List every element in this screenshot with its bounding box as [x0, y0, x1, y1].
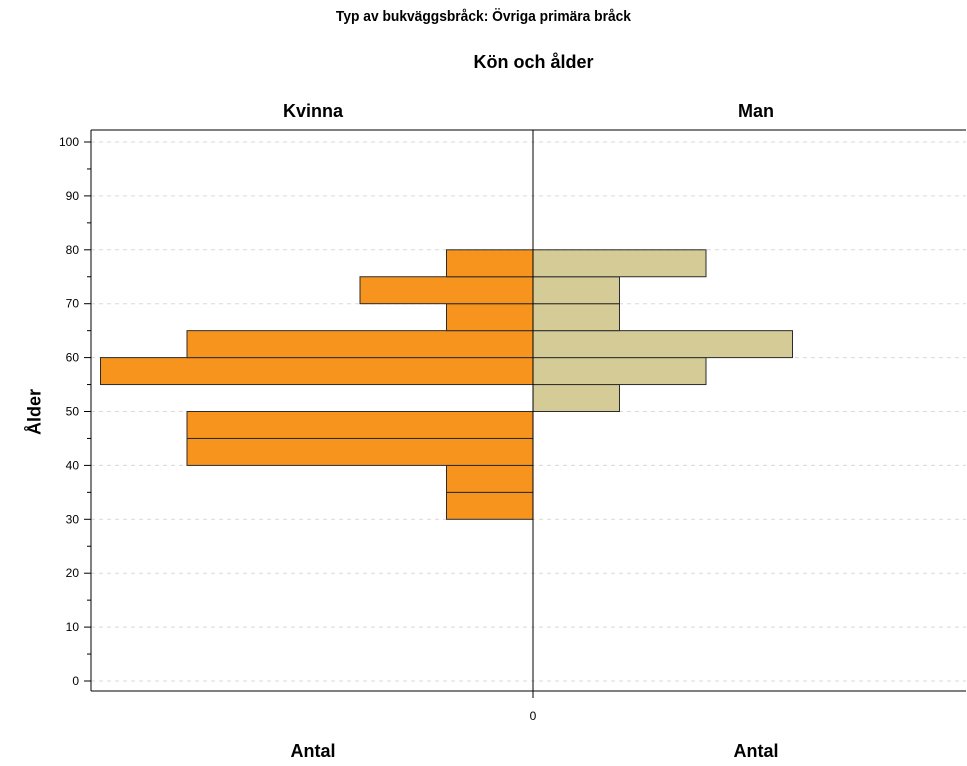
y-tick-label-80: 80 — [66, 243, 80, 257]
panel-label-kvinna: Kvinna — [282, 101, 343, 121]
bar-man-60-65 — [532, 330, 793, 359]
bar-kvinna-65-70 — [446, 303, 534, 332]
bar-kvinna-55-60 — [100, 357, 534, 386]
bar-kvinna-70-75 — [359, 276, 534, 305]
bar-man-65-70 — [532, 303, 620, 332]
chart-title: Typ av bukväggsbråck: Övriga primära brå… — [335, 8, 631, 25]
y-tick-label-50: 50 — [66, 405, 80, 419]
bar-man-75-80 — [532, 249, 707, 278]
y-tick-label-60: 60 — [66, 351, 80, 365]
y-tick-label-0: 0 — [72, 674, 79, 688]
bar-man-55-60 — [532, 357, 707, 386]
y-tick-label-20: 20 — [66, 566, 80, 580]
axis-layer: 0 0 10 20 30 40 50 60 70 80 90 100 — [59, 129, 966, 723]
x-axis-label-left: Antal — [290, 741, 336, 761]
bar-man-50-55 — [532, 384, 620, 412]
y-tick-label-30: 30 — [66, 512, 80, 526]
x-tick-label-0: 0 — [530, 709, 537, 723]
bar-kvinna-75-80 — [446, 249, 534, 278]
y-tick-label-90: 90 — [66, 189, 80, 203]
y-tick-label-70: 70 — [66, 297, 80, 311]
y-tick-label-100: 100 — [59, 135, 79, 149]
bar-man-70-75 — [532, 276, 620, 305]
y-tick-label-10: 10 — [66, 620, 80, 634]
bar-kvinna-30-35 — [446, 491, 534, 520]
bar-kvinna-35-40 — [446, 464, 534, 493]
bar-layer — [100, 249, 793, 520]
chart-subtitle: Kön och ålder — [473, 52, 594, 72]
bar-kvinna-60-65 — [186, 330, 534, 359]
bar-kvinna-45-50 — [186, 411, 534, 439]
panel-label-man: Man — [738, 101, 774, 121]
bar-kvinna-40-45 — [186, 437, 534, 466]
y-tick-label-40: 40 — [66, 458, 80, 472]
x-axis-label-right: Antal — [733, 741, 779, 761]
